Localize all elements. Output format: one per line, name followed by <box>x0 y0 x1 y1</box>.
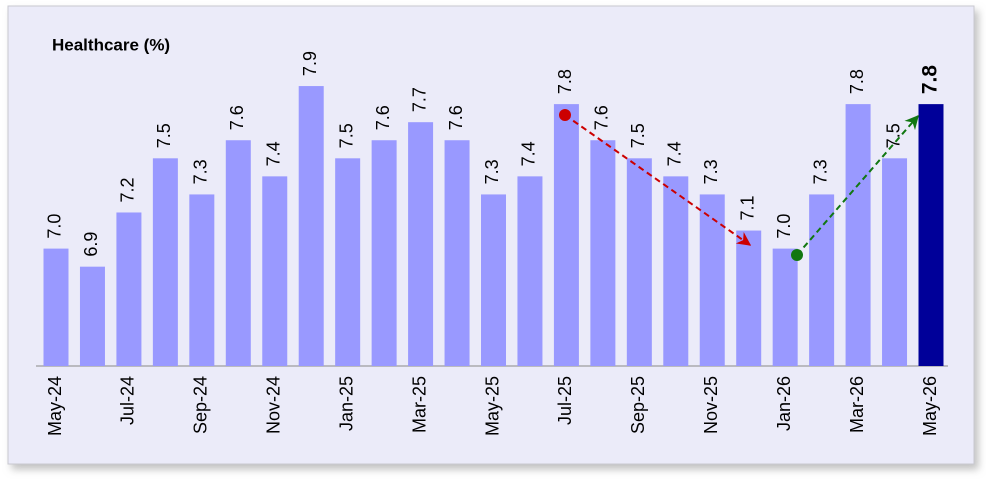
bar <box>262 176 288 366</box>
data-label: 7.8 <box>555 69 575 94</box>
x-tick-label: Jan-25 <box>336 376 356 431</box>
x-tick-label: Sep-25 <box>628 376 648 434</box>
data-label: 7.4 <box>519 141 539 166</box>
data-label: 7.6 <box>446 105 466 130</box>
bar <box>481 194 506 366</box>
data-label: 7.3 <box>701 159 721 184</box>
data-label: 7.6 <box>592 105 612 130</box>
bar <box>736 230 762 366</box>
bar <box>371 140 397 366</box>
x-tick-label: Jan-26 <box>774 376 794 431</box>
data-label: 7.3 <box>191 159 211 184</box>
data-label: 7.1 <box>737 196 757 221</box>
bar <box>79 266 105 366</box>
bar <box>335 158 361 366</box>
bar <box>626 158 652 366</box>
data-label: 7.5 <box>154 123 174 148</box>
x-tick-label: May-26 <box>920 376 940 436</box>
bar <box>553 104 579 366</box>
data-label: 7.6 <box>373 105 393 130</box>
bar <box>772 248 798 366</box>
data-label: 7.2 <box>118 177 138 202</box>
data-label: 7.3 <box>482 159 502 184</box>
data-label: 7.9 <box>300 51 320 76</box>
x-tick-label: Jul-25 <box>555 376 575 425</box>
bar <box>408 122 434 366</box>
bar <box>225 140 251 366</box>
bar <box>116 212 142 366</box>
bar <box>882 158 908 366</box>
bar <box>517 176 543 366</box>
bar <box>444 140 470 366</box>
data-label: 7.7 <box>409 87 429 112</box>
data-label: 7.5 <box>336 123 356 148</box>
bar <box>189 194 215 366</box>
bar <box>590 140 616 366</box>
x-tick-label: May-25 <box>482 376 502 436</box>
x-tick-label: Nov-25 <box>701 376 721 434</box>
x-tick-label: Mar-26 <box>847 376 867 433</box>
bar <box>699 194 725 366</box>
data-label: 7.8 <box>919 65 942 95</box>
data-label: 7.5 <box>883 123 903 148</box>
trend-arrow-up <box>796 114 919 256</box>
data-label: 6.9 <box>81 232 101 257</box>
x-tick-label: Nov-24 <box>264 376 284 434</box>
data-label: 7.3 <box>810 159 830 184</box>
trend-start-dot <box>559 109 571 121</box>
chart-title: Healthcare (%) <box>52 35 170 54</box>
trend-arrow-down <box>564 114 752 246</box>
trend-start-dot <box>791 249 803 261</box>
bar <box>809 194 835 366</box>
bar <box>152 158 178 366</box>
bar <box>298 86 324 366</box>
data-label: 7.0 <box>774 214 794 239</box>
x-tick-label: Jul-24 <box>118 376 138 425</box>
bar <box>845 104 871 366</box>
data-label: 7.4 <box>264 141 284 166</box>
x-tick-label: May-24 <box>45 376 65 436</box>
bars: 7.0 May-24 6.9 7.2 Jul-24 7.5 7.3 Sep-24 7.6 7.4 N… <box>43 51 944 436</box>
x-tick-label: Mar-25 <box>409 376 429 433</box>
data-label: 7.0 <box>45 214 65 239</box>
data-label: 7.8 <box>847 69 867 94</box>
bar <box>918 104 944 366</box>
bar <box>43 248 69 366</box>
data-label: 7.4 <box>665 141 685 166</box>
x-tick-label: Sep-24 <box>191 376 211 434</box>
bar <box>663 176 689 366</box>
data-label: 7.6 <box>227 105 247 130</box>
data-label: 7.5 <box>628 123 648 148</box>
